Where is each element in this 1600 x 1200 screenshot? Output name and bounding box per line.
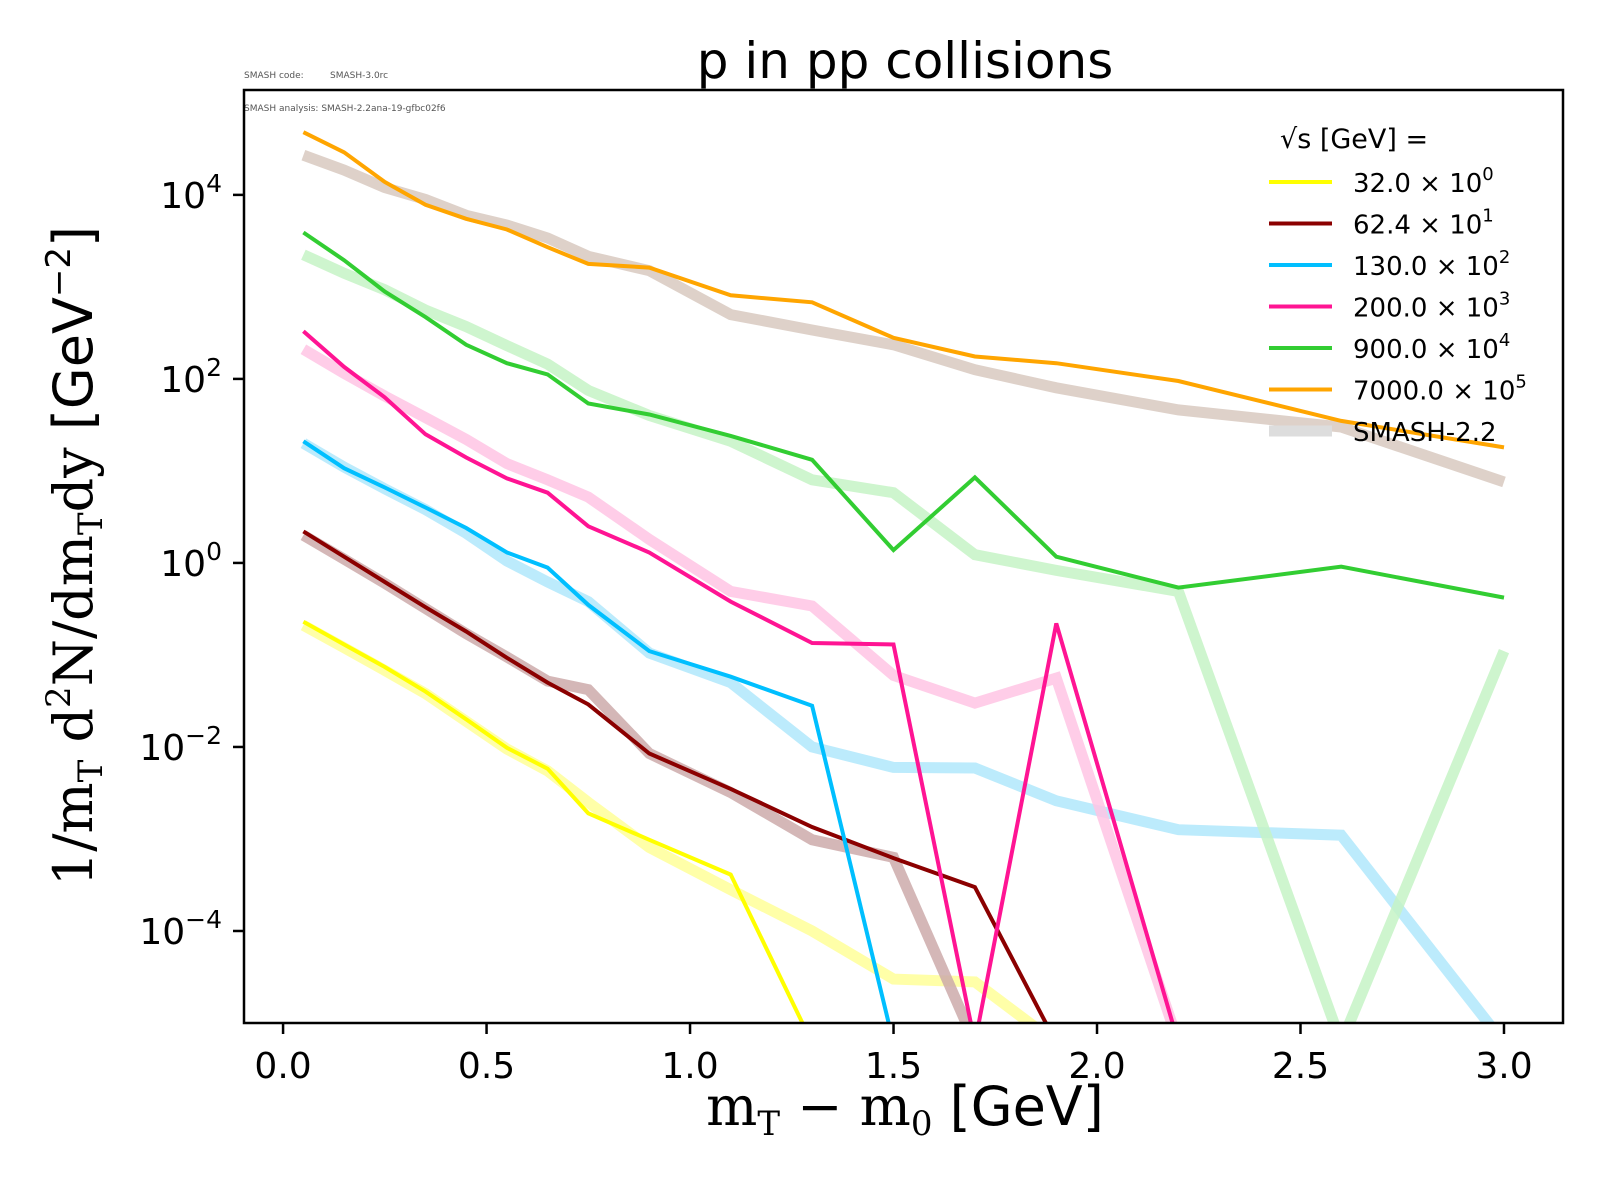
x-tick-label: 2.5	[1272, 1046, 1329, 1087]
y-tick-label: 104	[160, 169, 222, 217]
data-line-3	[302, 329, 1175, 1023]
smash-code-label: SMASH code:	[244, 71, 304, 81]
smash-code-value: SMASH-3.0rc	[330, 71, 389, 81]
x-tick-label: 0.0	[254, 1046, 311, 1087]
chart-title: p in pp collisions	[697, 32, 1114, 90]
x-tick-label: 3.0	[1475, 1046, 1532, 1087]
x-axis: 0.0 0.5 1.0 1.5 2.0 2.5 3.0	[254, 1023, 1533, 1087]
data-line-0	[302, 619, 805, 1023]
legend-label: 200.0 × 103	[1353, 289, 1510, 324]
legend-label: 62.4 × 101	[1353, 206, 1494, 241]
y-axis: 104 102 100 10−2 10−4	[139, 169, 244, 953]
y-axis-label: 1/mT d2N/dmTdy [GeV−2]	[39, 226, 111, 886]
y-tick-label: 102	[160, 353, 222, 401]
smash-line-8	[300, 438, 1496, 1023]
data-series-group	[302, 130, 1505, 1023]
x-tick-label: 1.5	[865, 1046, 922, 1087]
smash-series-group	[300, 150, 1510, 1023]
plot-frame	[242, 88, 1565, 1025]
y-tick-label: 10−4	[139, 905, 222, 953]
legend: √s [GeV] = 32.0 × 100 62.4 × 101 130.0 × 10…	[1269, 124, 1527, 448]
legend-title: √s [GeV] =	[1280, 124, 1428, 155]
smash-analysis-value: SMASH-2.2ana-19-gfbc02f6	[321, 104, 446, 114]
smash-line-9	[300, 344, 1178, 1023]
data-line-4	[302, 230, 1505, 600]
legend-label: 130.0 × 102	[1353, 247, 1510, 282]
smash-analysis-label: SMASH analysis:	[244, 104, 319, 114]
legend-label: SMASH-2.2	[1353, 418, 1497, 448]
data-line-1	[302, 529, 1049, 1023]
x-tick-label: 1.0	[661, 1046, 718, 1087]
y-tick-label: 100	[160, 537, 222, 585]
data-line-5	[302, 130, 1505, 450]
legend-label: 7000.0 × 105	[1353, 372, 1527, 407]
data-line-2	[302, 439, 891, 1023]
x-axis-label: mT − m0 [GeV]	[706, 1075, 1104, 1144]
y-tick-label: 10−2	[139, 721, 222, 769]
smash-version-info: SMASH code: SMASH-3.0rc SMASH analysis: S…	[244, 49, 446, 126]
x-tick-label: 0.5	[458, 1046, 515, 1087]
smash-line-6	[300, 620, 1039, 1023]
x-tick-label: 2.0	[1068, 1046, 1125, 1087]
legend-label: 32.0 × 100	[1353, 164, 1494, 199]
smash-code-line: SMASH code: SMASH-3.0rc	[244, 71, 446, 82]
legend-label: 900.0 × 104	[1353, 330, 1510, 365]
smash-analysis-line: SMASH analysis: SMASH-2.2ana-19-gfbc02f6	[244, 104, 446, 115]
smash-line-7	[300, 530, 973, 1023]
